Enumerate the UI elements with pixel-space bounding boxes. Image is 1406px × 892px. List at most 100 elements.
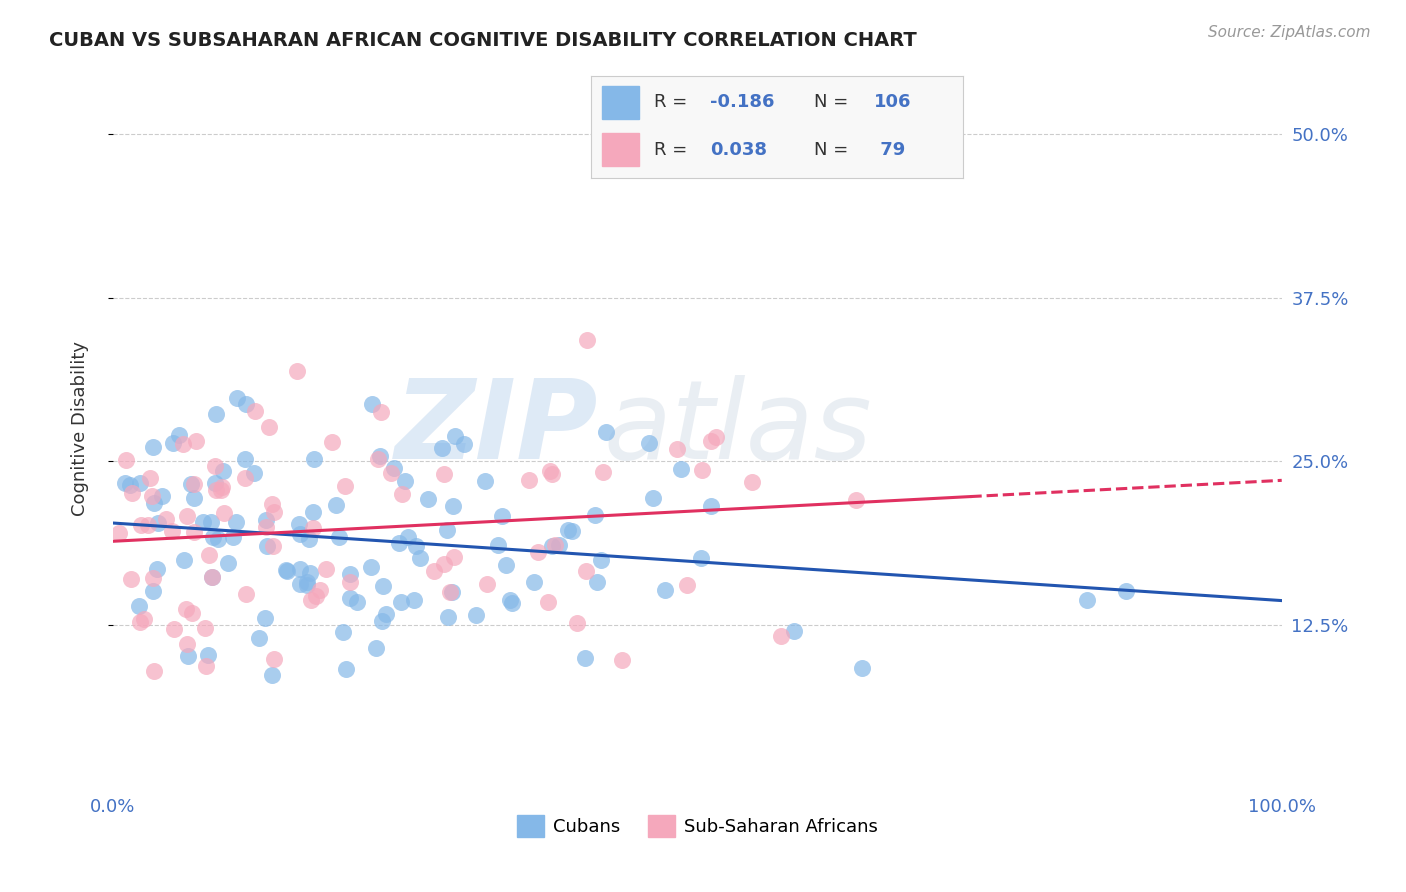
Point bbox=[851, 661, 873, 675]
Text: R =: R = bbox=[654, 141, 693, 159]
Point bbox=[128, 599, 150, 613]
Point bbox=[741, 475, 763, 489]
Point bbox=[540, 467, 562, 481]
Point bbox=[211, 464, 233, 478]
Y-axis label: Cognitive Disability: Cognitive Disability bbox=[72, 341, 89, 516]
Point bbox=[222, 530, 245, 544]
Point bbox=[305, 589, 328, 603]
Point bbox=[464, 608, 486, 623]
Point bbox=[418, 491, 440, 506]
Point bbox=[108, 525, 131, 540]
Point bbox=[235, 587, 257, 601]
Point bbox=[321, 434, 343, 449]
Point bbox=[396, 530, 419, 544]
Point bbox=[204, 458, 226, 473]
Point bbox=[120, 477, 142, 491]
Point bbox=[225, 515, 247, 529]
Point bbox=[195, 658, 218, 673]
Point bbox=[675, 578, 697, 592]
Point bbox=[433, 467, 456, 481]
Point bbox=[665, 442, 688, 456]
Point bbox=[226, 391, 249, 405]
Point bbox=[285, 364, 308, 378]
Point bbox=[295, 575, 318, 590]
Point bbox=[114, 475, 136, 490]
Point bbox=[302, 505, 325, 519]
Point bbox=[131, 517, 153, 532]
Point bbox=[256, 540, 278, 554]
Point bbox=[211, 483, 233, 498]
Point bbox=[328, 530, 350, 544]
Point bbox=[183, 477, 205, 491]
Point bbox=[207, 532, 229, 546]
Point bbox=[254, 512, 277, 526]
Point bbox=[474, 474, 496, 488]
Point bbox=[172, 436, 194, 450]
Point bbox=[160, 524, 183, 538]
Point bbox=[405, 539, 427, 553]
Point bbox=[370, 405, 392, 419]
Point bbox=[394, 475, 416, 489]
Point bbox=[439, 585, 461, 599]
Point bbox=[253, 611, 276, 625]
Point bbox=[325, 499, 347, 513]
Point bbox=[517, 473, 540, 487]
Point bbox=[700, 434, 723, 448]
Point bbox=[360, 397, 382, 411]
Point bbox=[308, 582, 330, 597]
Point bbox=[262, 497, 284, 511]
Point bbox=[173, 552, 195, 566]
Point bbox=[302, 452, 325, 467]
Point bbox=[176, 637, 198, 651]
Point bbox=[204, 475, 226, 490]
Point bbox=[176, 508, 198, 523]
Point bbox=[217, 556, 239, 570]
Point bbox=[367, 451, 389, 466]
Point bbox=[561, 524, 583, 538]
Point bbox=[380, 467, 402, 481]
Point bbox=[263, 652, 285, 666]
Point bbox=[389, 595, 412, 609]
Point bbox=[486, 538, 509, 552]
Point bbox=[315, 562, 337, 576]
Point bbox=[205, 483, 228, 498]
Point bbox=[298, 532, 321, 546]
Point bbox=[143, 496, 166, 510]
Point bbox=[557, 524, 579, 538]
Point bbox=[183, 525, 205, 540]
Point bbox=[288, 527, 311, 541]
Point bbox=[441, 499, 464, 513]
Point bbox=[150, 489, 173, 503]
Point bbox=[128, 615, 150, 629]
Point bbox=[547, 538, 569, 552]
Point bbox=[783, 624, 806, 639]
Point bbox=[288, 577, 311, 591]
Point bbox=[243, 403, 266, 417]
Point bbox=[197, 548, 219, 562]
Point bbox=[205, 407, 228, 421]
Point bbox=[139, 471, 162, 485]
Point bbox=[145, 562, 167, 576]
Text: N =: N = bbox=[814, 94, 853, 112]
Point bbox=[574, 650, 596, 665]
Point bbox=[638, 436, 661, 450]
Point bbox=[274, 563, 297, 577]
Text: N =: N = bbox=[814, 141, 853, 159]
Point bbox=[177, 648, 200, 663]
Point bbox=[332, 625, 354, 640]
Point bbox=[288, 516, 311, 531]
Point bbox=[247, 631, 270, 645]
Point bbox=[142, 664, 165, 678]
Point bbox=[440, 584, 463, 599]
Text: -0.186: -0.186 bbox=[710, 94, 775, 112]
Bar bbox=[602, 87, 638, 119]
Point bbox=[136, 517, 159, 532]
Point bbox=[121, 485, 143, 500]
Point bbox=[191, 515, 214, 529]
Point bbox=[181, 607, 204, 621]
Point bbox=[339, 591, 361, 605]
Point bbox=[537, 595, 560, 609]
Point bbox=[700, 500, 723, 514]
Point bbox=[233, 451, 256, 466]
Point bbox=[276, 564, 298, 578]
